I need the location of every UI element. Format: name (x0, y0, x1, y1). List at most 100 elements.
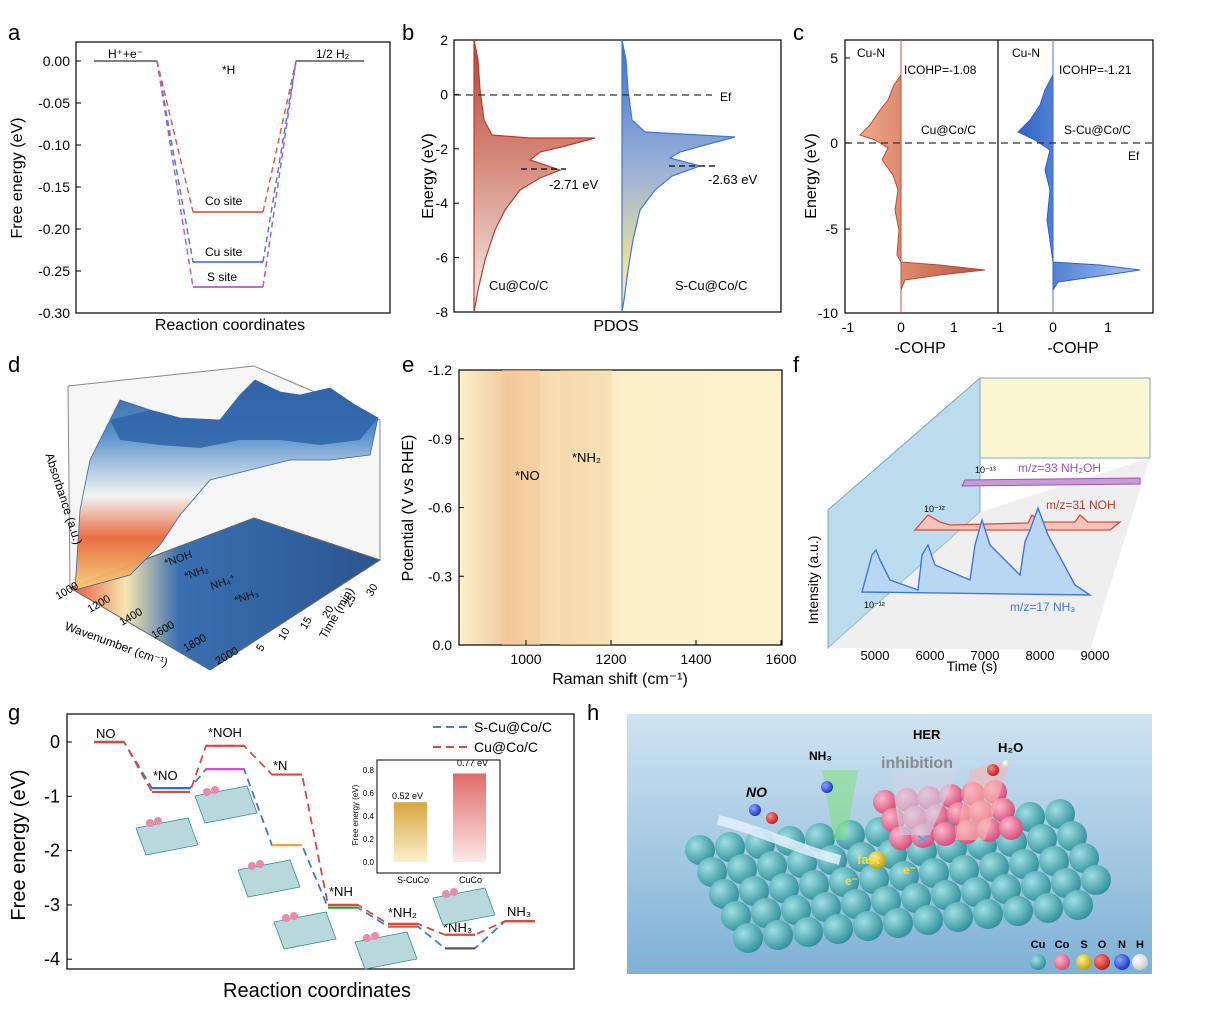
panel-c-y-tick-label: -5 (826, 221, 839, 237)
cu-atom (1009, 849, 1039, 879)
cu-atom (1069, 843, 1099, 873)
panel-d-floor (68, 517, 382, 671)
cu-atom (769, 873, 799, 903)
cu-atom (739, 876, 769, 906)
panel-e-species-no: *NO (515, 468, 540, 483)
cu-atom (763, 920, 793, 950)
panel-f-x-tick-label: 8000 (1026, 648, 1055, 663)
cu-atom (991, 874, 1021, 904)
panel-c-cohp-left (859, 73, 986, 291)
cu-atom (1063, 890, 1093, 920)
panel-b-y-tick-label: -4 (436, 195, 449, 211)
panel-b-y-label: Energy (eV) (420, 133, 437, 218)
panel-g-step-label: *NH (329, 884, 353, 899)
panel-f-trace-label-nh2oh: m/z=33 NH₂OH (1018, 461, 1101, 475)
panel-g-legend-cu: Cu@Co/C (474, 739, 538, 755)
panel-h-label-nh3: NH₃ (809, 749, 832, 763)
panel-g-step-label: *NO (153, 768, 178, 783)
panel-g-inset-bar-s-cuco (394, 802, 427, 862)
cu-atom (757, 851, 787, 881)
cu-atom (1033, 893, 1063, 923)
panel-c-name-left: Cu@Co/C (921, 123, 976, 137)
panel-e-species-nh2: *NH₂ (572, 450, 601, 465)
panel-b-frame (453, 39, 782, 313)
panel-letter-b: b (402, 20, 414, 45)
panel-g-y-tick-label: -3 (44, 895, 60, 915)
panel-h-h2o-o-atom (987, 764, 999, 776)
panel-g-step-label: NO (96, 726, 116, 741)
cu-atom (1015, 802, 1045, 832)
cu-atom (943, 902, 973, 932)
legend-element-label: Cu (1031, 939, 1046, 951)
panel-f-x-label: Time (s) (947, 658, 998, 674)
panel-letter-c: c (793, 20, 804, 45)
cu-atom (829, 867, 859, 897)
panel-c-name-right: S-Cu@Co/C (1064, 123, 1131, 137)
cu-atom (715, 832, 745, 862)
panel-g-step-label: NH₃ (507, 904, 531, 919)
panel-f-x-ticks: 5000 6000 7000 8000 9000 (861, 648, 1110, 663)
panel-e-x-tick-label: 1600 (765, 651, 796, 667)
panel-a-y-tick-label: -0.15 (38, 179, 70, 195)
cu-atom (721, 901, 751, 931)
panel-b-y-tick-label: -2 (436, 141, 449, 157)
cu-atom (889, 861, 919, 891)
panel-g-frame (66, 713, 575, 970)
panel-e-y-tick-label: -1.2 (428, 362, 452, 378)
panel-c-y-tick-label: 5 (830, 50, 838, 66)
legend-element-ball (1076, 954, 1092, 970)
co-atom (873, 790, 897, 814)
panel-f-scale-nh2oh: 10⁻¹³ (975, 465, 996, 475)
cu-atom (841, 889, 871, 919)
cu-atom (859, 864, 889, 894)
panel-h-nh3-n-atom (821, 781, 833, 793)
panel-g-inset-y-ticks: 0.0 0.2 0.4 0.6 0.8 (363, 766, 375, 867)
cu-atom (979, 852, 1009, 882)
panel-b-pdos: 20-2-4-6-8 Energy (eV) PDOS Ef -2.71 eV … (420, 32, 782, 335)
panel-letter-d: d (8, 352, 20, 377)
cu-atom (913, 905, 943, 935)
panel-g-inset-y-tick-label: 0.4 (363, 812, 375, 821)
panel-g-step-label: *NOH (208, 725, 242, 740)
panel-g-inset-y-tick-label: 0.8 (363, 766, 375, 775)
panel-d-y-tick-label: 15 (298, 615, 315, 632)
panel-g-inset-value-cu: 0.77 eV (457, 758, 488, 768)
panel-g-inset-bar-chart: 0.00.20.40.60.8 Free energy (eV) S-CuCo … (351, 758, 501, 885)
panel-g-y-tick-label: -1 (44, 786, 60, 806)
panel-f-scale-noh: 10⁻¹² (924, 504, 945, 514)
cu-atom (853, 911, 883, 941)
cu-atom (901, 883, 931, 913)
panel-h-no-n-atom (749, 804, 761, 816)
panel-h-element-legend: Cu Co S O N H (1030, 939, 1148, 970)
panel-b-x-label: PDOS (593, 318, 638, 335)
panel-g-inset-y-tick-label: 0.0 (363, 858, 375, 867)
cu-atom (799, 870, 829, 900)
legend-element-ball (1114, 954, 1130, 970)
panel-g-y-label: Free energy (eV) (8, 769, 30, 920)
cu-atom (781, 895, 811, 925)
panel-c-x-tick-label-left: -1 (842, 319, 855, 335)
panel-b-center-right-label: -2.63 eV (708, 172, 757, 187)
panel-b-y-tick-label: -8 (436, 304, 449, 320)
legend-element-ball (1094, 954, 1110, 970)
panel-c-y-label: Energy (eV) (803, 133, 820, 218)
panel-c-ef-label: Ef (1128, 149, 1140, 163)
panel-c-cohp-right (1017, 74, 1141, 292)
panel-a-frame (75, 41, 391, 314)
panel-g-step-label: *N (273, 758, 287, 773)
panel-f-x-tick-label: 7000 (971, 648, 1000, 663)
panel-a-connectors (156, 60, 297, 288)
panel-c-x-tick-label-left: 0 (897, 319, 905, 335)
panel-e-x-tick-label: 1200 (595, 651, 626, 667)
cu-atom (709, 879, 739, 909)
panel-a-y-tick-label: -0.20 (38, 221, 70, 237)
cu-atom (1045, 799, 1075, 829)
panel-d-surface-top (110, 380, 378, 448)
panel-h-h2o-h-atom (1002, 760, 1010, 768)
panel-b-pdos-right (621, 39, 736, 313)
panel-f-x-tick-label: 9000 (1081, 648, 1110, 663)
cu-atom (793, 917, 823, 947)
panel-a-label-cu: Cu site (205, 245, 243, 259)
panel-h-label-no: NO (746, 784, 767, 800)
